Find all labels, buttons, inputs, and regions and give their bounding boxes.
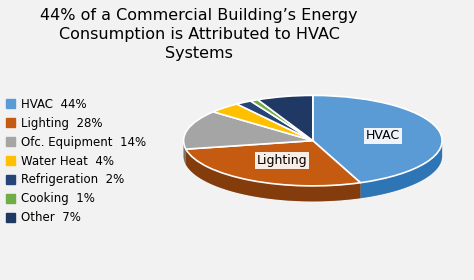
Wedge shape (258, 95, 313, 141)
Polygon shape (183, 141, 186, 165)
Wedge shape (313, 95, 442, 183)
Legend: HVAC  44%, Lighting  28%, Ofc. Equipment  14%, Water Heat  4%, Refrigeration  2%: HVAC 44%, Lighting 28%, Ofc. Equipment 1… (6, 98, 146, 224)
Wedge shape (183, 112, 313, 149)
Text: Lighting: Lighting (256, 154, 307, 167)
Polygon shape (183, 141, 442, 201)
Wedge shape (186, 141, 360, 186)
Wedge shape (213, 104, 313, 141)
Polygon shape (186, 149, 360, 201)
Polygon shape (360, 141, 442, 198)
Wedge shape (251, 100, 313, 141)
Wedge shape (237, 101, 313, 141)
Text: HVAC: HVAC (365, 129, 400, 143)
Text: 44% of a Commercial Building’s Energy
Consumption is Attributed to HVAC
Systems: 44% of a Commercial Building’s Energy Co… (40, 8, 358, 60)
